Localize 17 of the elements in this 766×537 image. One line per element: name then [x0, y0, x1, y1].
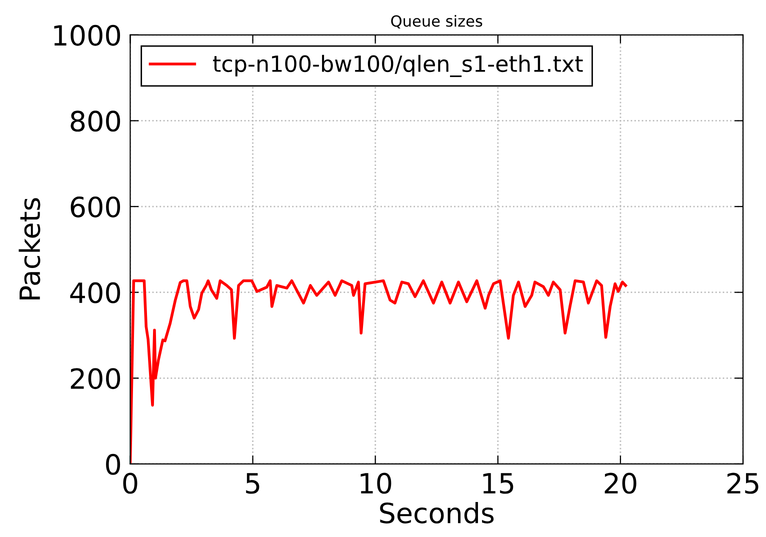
x-tick-label: 15 — [483, 473, 514, 494]
chart-title: Queue sizes — [391, 14, 482, 29]
y-tick-label: 200 — [70, 368, 120, 390]
y-tick-label: 600 — [70, 196, 120, 218]
y-axis-title: Packets — [18, 198, 40, 300]
line-series — [130, 279, 627, 464]
y-tick-label: 800 — [70, 110, 120, 132]
x-tick-label: 25 — [727, 472, 758, 494]
x-axis-title: Seconds — [380, 502, 494, 524]
x-tick-label: 20 — [604, 472, 636, 494]
x-tick-label: 0 — [123, 472, 138, 494]
y-tick-label: 1000 — [54, 24, 120, 46]
x-tick-label: 5 — [246, 473, 260, 494]
y-tick-label: 400 — [70, 282, 120, 304]
x-tick-label: 10 — [360, 472, 392, 494]
y-tick-label: 0 — [106, 454, 120, 475]
legend-label: tcp-n100-bw100/qlen_s1-eth1.txt — [213, 54, 583, 78]
